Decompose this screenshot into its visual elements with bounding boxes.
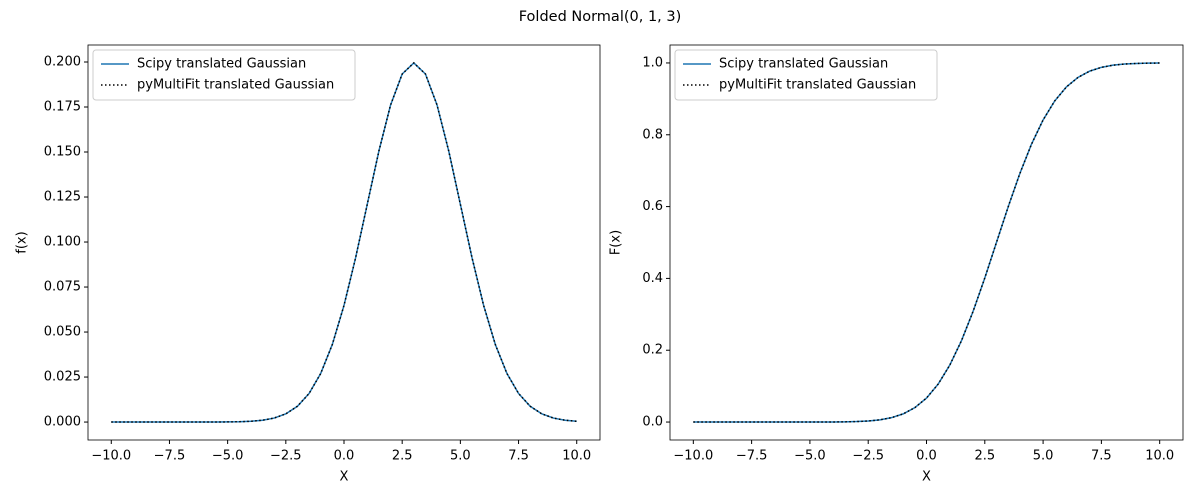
axes-frame [669,44,1184,441]
line-series [693,62,1160,423]
legend-label: pyMultiFit translated Gaussian [137,78,334,93]
legend: Scipy translated Gaussian pyMultiFit tran… [92,49,356,101]
y-axis-label: f(x) [15,231,30,253]
y-tick-label: 0.4 [642,271,663,286]
y-tick-label: 1.0 [642,55,663,70]
legend-label: pyMultiFit translated Gaussian [719,78,916,93]
y-tick-label: 0.0 [642,415,663,430]
y-tick-label: 0.200 [44,54,81,69]
y-tick-label: 0.025 [44,370,81,385]
legend-label: Scipy translated Gaussian [719,57,888,72]
x-tick-label: −10.0 [673,449,713,464]
x-tick-label: 2.5 [392,449,413,464]
y-tick-label: 0.150 [44,145,81,160]
legend: Scipy translated Gaussian pyMultiFit tran… [674,49,938,101]
y-tick-label: 0.175 [44,100,81,115]
x-tick-label: 7.5 [1091,449,1112,464]
legend-box [92,49,356,101]
line-series [693,62,1160,423]
x-tick-label: −7.5 [154,449,186,464]
y-tick-label: 0.2 [642,343,663,358]
x-tick-label: −2.5 [852,449,884,464]
y-tick-label: 0.6 [642,199,663,214]
y-tick-label: 0.075 [44,280,81,295]
axes-frame [87,44,601,441]
x-tick-label: 5.0 [1033,449,1054,464]
x-tick-label: −10.0 [91,449,131,464]
x-tick-label: −5.0 [212,449,244,464]
x-axis-label: X [922,470,931,485]
x-tick-label: 0.0 [916,449,937,464]
y-tick-label: 0.8 [642,127,663,142]
line-series [111,61,577,423]
y-tick-label: 0.125 [44,190,81,205]
x-tick-label: 2.5 [974,449,995,464]
x-tick-label: −2.5 [270,449,302,464]
x-tick-label: 5.0 [450,449,471,464]
line-series [111,61,577,423]
x-tick-label: 0.0 [334,449,355,464]
x-axis-label: X [340,470,349,485]
legend-box [674,49,938,101]
x-tick-label: −5.0 [794,449,826,464]
x-tick-label: 10.0 [1145,449,1174,464]
x-tick-label: 10.0 [562,449,591,464]
x-tick-label: −7.5 [736,449,768,464]
x-tick-label: 7.5 [508,449,529,464]
legend-label: Scipy translated Gaussian [137,57,306,72]
y-axis-label: F(x) [609,230,624,255]
figure-title: Folded Normal(0, 1, 3) [519,9,682,25]
y-tick-label: 0.100 [44,235,81,250]
y-tick-label: 0.000 [44,415,81,430]
y-tick-label: 0.050 [44,325,81,340]
